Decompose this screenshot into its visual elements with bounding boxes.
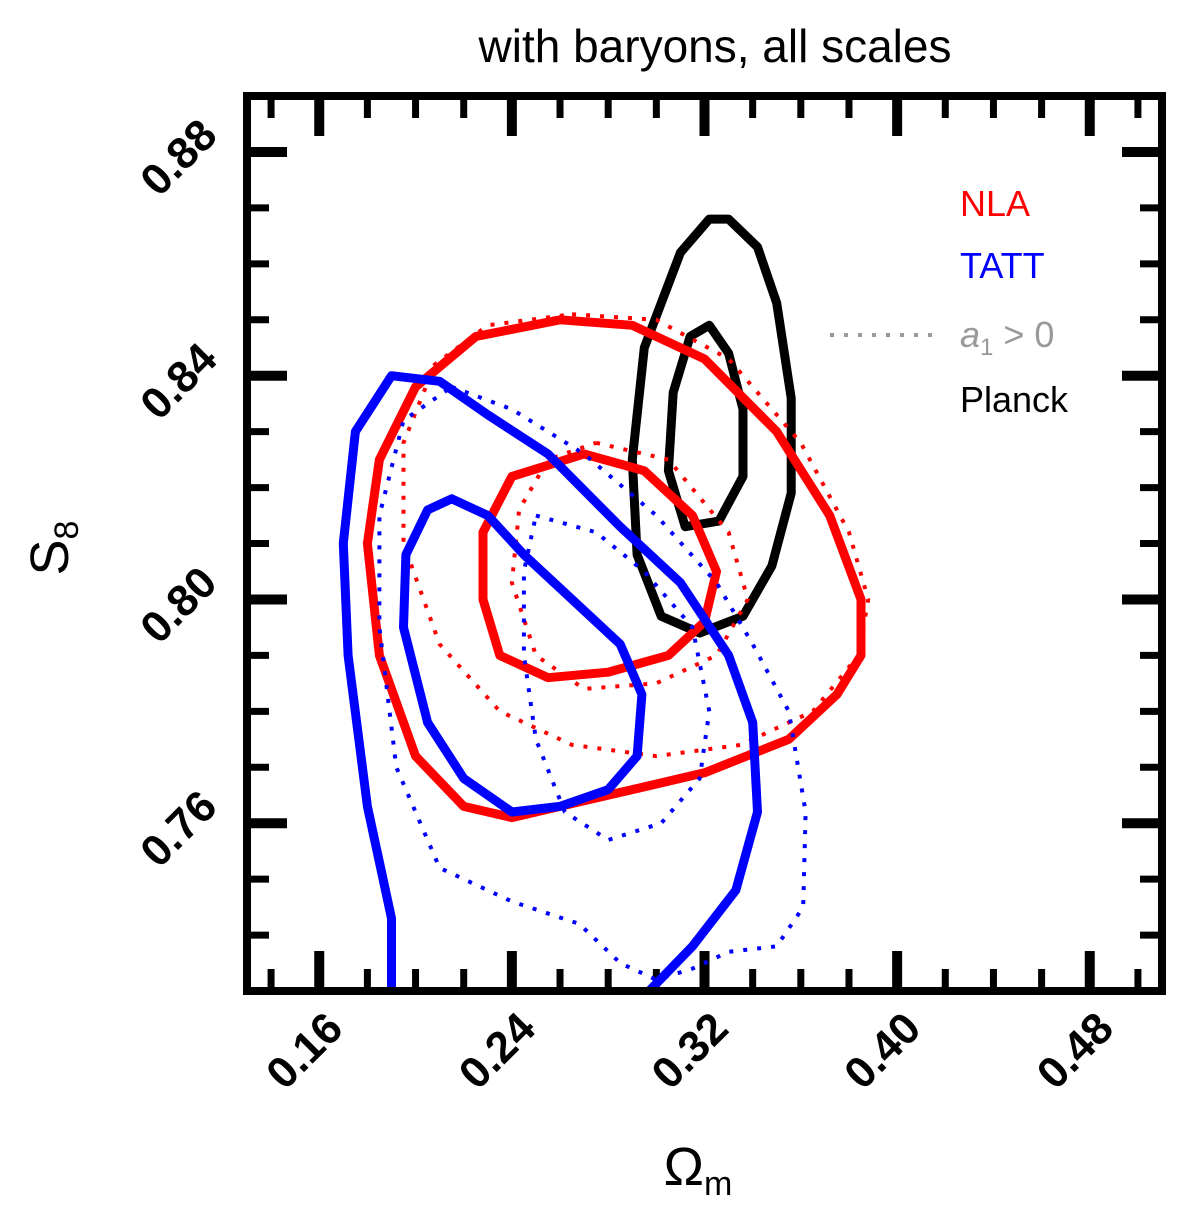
- x-tick-label: 0.48: [1028, 1003, 1123, 1098]
- legend-entry: NLA: [960, 183, 1030, 224]
- x-tick-label: 0.24: [450, 1003, 546, 1099]
- planck-inner-contour: [663, 320, 748, 532]
- legend: NLA TATT a1 > 0 Planck: [830, 183, 1069, 420]
- nla-inner-contour: [478, 449, 721, 683]
- planck-outer-contour: [627, 214, 796, 638]
- y-tick-label: 0.88: [131, 110, 226, 205]
- legend-entry: TATT: [960, 245, 1045, 286]
- plot-frame: [243, 92, 1166, 995]
- tatt-inner-contour: [399, 494, 647, 817]
- contour-curves: [338, 214, 871, 991]
- y-axis-label: S8: [20, 521, 86, 576]
- x-tick-label: 0.16: [257, 1003, 352, 1098]
- nla-outer-contour: [362, 315, 866, 823]
- x-tick-label: 0.40: [835, 1003, 930, 1098]
- y-tick-label: 0.80: [131, 558, 226, 653]
- tatt-outer-contour: [338, 371, 762, 991]
- legend-entry: a1 > 0: [960, 314, 1054, 361]
- chart-title: with baryons, all scales: [478, 20, 952, 72]
- legend-entry: Planck: [960, 379, 1069, 420]
- y-tick-label: 0.76: [131, 781, 226, 876]
- nla-inner-contour-dotted: [509, 440, 750, 691]
- x-tick-label: 0.32: [642, 1003, 737, 1098]
- y-tick-label: 0.84: [131, 333, 227, 429]
- x-tick-labels: 0.16 0.24 0.32 0.40 0.48: [257, 1003, 1123, 1099]
- nla-outer-contour-dotted: [401, 312, 871, 759]
- y-tick-labels: 0.76 0.80 0.84 0.88: [131, 110, 227, 876]
- x-axis-label: Ωm: [664, 1137, 733, 1203]
